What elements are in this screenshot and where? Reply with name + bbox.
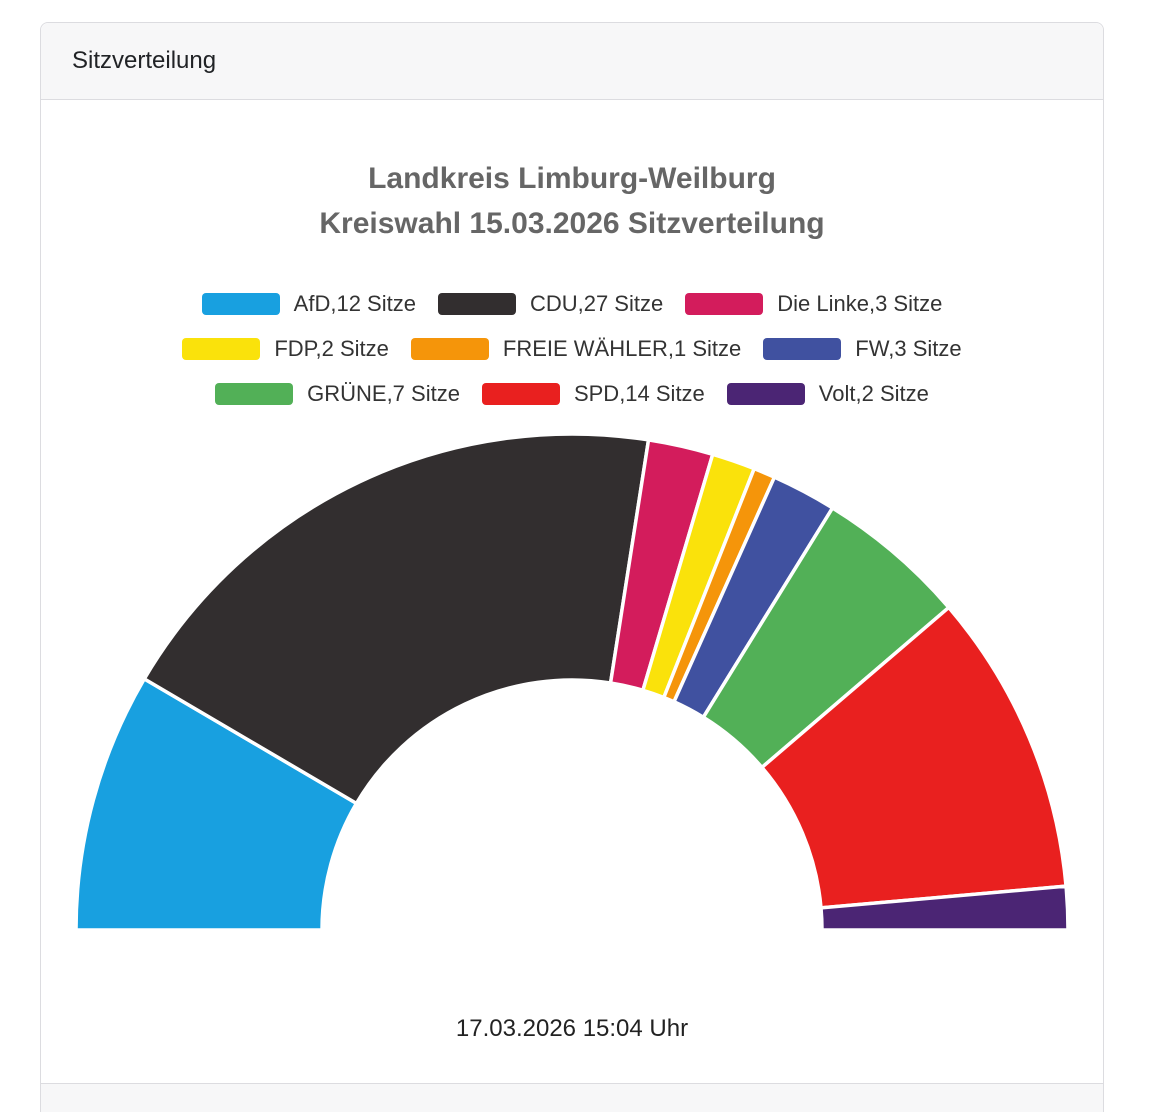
legend-item-freie-w-hler[interactable]: FREIE WÄHLER,1 Sitze bbox=[410, 336, 742, 362]
next-section-header bbox=[41, 1083, 1103, 1112]
legend-swatch-gr-ne bbox=[215, 383, 294, 405]
legend-swatch-fw bbox=[763, 338, 842, 360]
legend-item-fdp[interactable]: FDP,2 Sitze bbox=[182, 336, 389, 362]
legend-row: AfD,12 Sitze CDU,27 Sitze Die Linke,3 Sitz… bbox=[201, 291, 942, 317]
chart-title: Landkreis Limburg-Weilburg Kreiswahl 15.… bbox=[41, 156, 1103, 246]
legend-item-cdu[interactable]: CDU,27 Sitze bbox=[437, 291, 664, 317]
legend-swatch-afd bbox=[201, 293, 280, 315]
legend-label: FW,3 Sitze bbox=[855, 336, 962, 361]
card-body: Landkreis Limburg-Weilburg Kreiswahl 15.… bbox=[41, 100, 1103, 1083]
legend-row: FDP,2 Sitze FREIE WÄHLER,1 Sitze FW,3 Sitz… bbox=[182, 336, 962, 362]
legend-label: Volt,2 Sitze bbox=[818, 381, 929, 406]
card-header-title: Sitzverteilung bbox=[72, 47, 217, 74]
legend: AfD,12 Sitze CDU,27 Sitze Die Linke,3 Sitz… bbox=[41, 291, 1103, 407]
legend-item-gr-ne[interactable]: GRÜNE,7 Sitze bbox=[215, 381, 460, 407]
sitzverteilung-card: Sitzverteilung Landkreis Limburg-Weilbur… bbox=[40, 22, 1104, 1112]
legend-swatch-volt bbox=[726, 383, 805, 405]
legend-swatch-die-linke bbox=[685, 293, 764, 315]
legend-item-fw[interactable]: FW,3 Sitze bbox=[763, 336, 962, 362]
donut-slice-volt[interactable] bbox=[819, 884, 1070, 932]
legend-label: FREIE WÄHLER,1 Sitze bbox=[502, 336, 742, 361]
legend-label: FDP,2 Sitze bbox=[274, 336, 389, 361]
legend-label: GRÜNE,7 Sitze bbox=[307, 381, 460, 406]
legend-swatch-cdu bbox=[437, 293, 516, 315]
legend-swatch-fdp bbox=[182, 338, 261, 360]
legend-swatch-freie-w-hler bbox=[410, 338, 489, 360]
chart-title-line-2: Kreiswahl 15.03.2026 Sitzverteilung bbox=[319, 207, 825, 240]
card-header: Sitzverteilung bbox=[41, 23, 1103, 100]
chart-timestamp: 17.03.2026 15:04 Uhr bbox=[455, 1015, 689, 1042]
legend-item-spd[interactable]: SPD,14 Sitze bbox=[481, 381, 705, 407]
legend-item-volt[interactable]: Volt,2 Sitze bbox=[726, 381, 929, 407]
legend-item-die-linke[interactable]: Die Linke,3 Sitze bbox=[685, 291, 942, 317]
legend-label: AfD,12 Sitze bbox=[293, 291, 416, 316]
legend-label: SPD,14 Sitze bbox=[573, 381, 705, 406]
legend-item-afd[interactable]: AfD,12 Sitze bbox=[201, 291, 416, 317]
donut-slice-cdu[interactable] bbox=[142, 432, 651, 806]
legend-swatch-spd bbox=[481, 383, 560, 405]
seat-donut-svg bbox=[74, 432, 1070, 932]
chart-title-line-1: Landkreis Limburg-Weilburg bbox=[368, 162, 776, 195]
legend-label: CDU,27 Sitze bbox=[529, 291, 664, 316]
donut-slice-spd[interactable] bbox=[760, 605, 1068, 910]
legend-row: GRÜNE,7 Sitze SPD,14 Sitze Volt,2 Sitze bbox=[215, 381, 929, 407]
legend-label: Die Linke,3 Sitze bbox=[777, 291, 943, 316]
